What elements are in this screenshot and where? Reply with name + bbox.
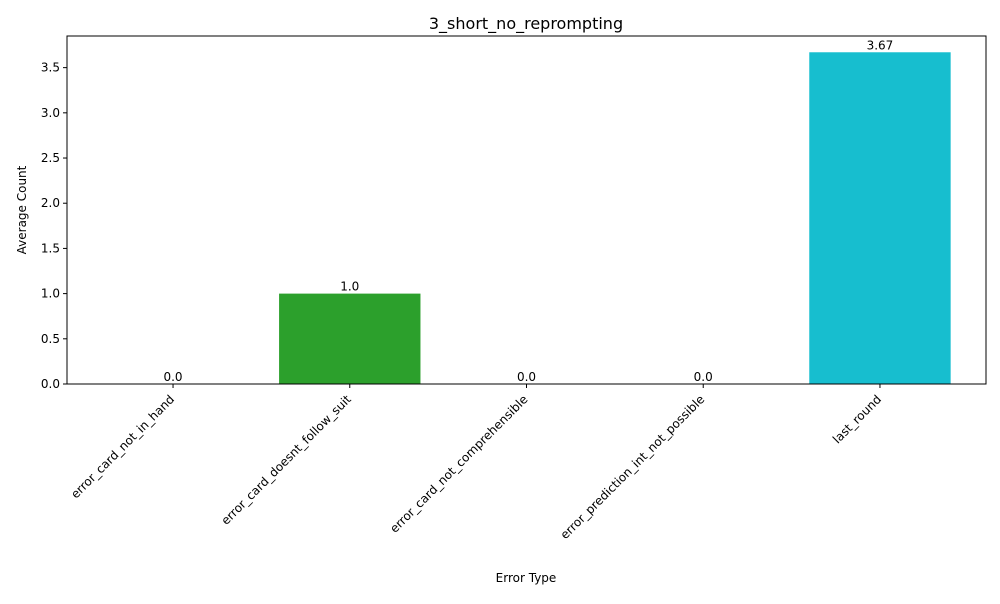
bar-error_card_doesnt_follow_suit	[279, 293, 421, 384]
y-tick-label: 1.0	[41, 287, 60, 301]
x-tick-label-error_card_doesnt_follow_suit: error_card_doesnt_follow_suit	[218, 392, 354, 528]
y-tick-label: 0.0	[41, 377, 60, 391]
y-tick-label: 2.0	[41, 196, 60, 210]
bar-last_round	[809, 52, 951, 384]
x-axis-label: Error Type	[496, 571, 557, 585]
data-label-error_card_not_in_hand: 0.0	[163, 370, 182, 384]
plot-area: 0.0 1.0 0.0 0.0 3.67	[163, 38, 951, 384]
y-tick-label: 1.5	[41, 241, 60, 255]
y-tick-label: 2.5	[41, 151, 60, 165]
y-tick-label: 0.5	[41, 332, 60, 346]
data-label-error_card_doesnt_follow_suit: 1.0	[340, 280, 359, 294]
y-axis-label: Average Count	[15, 165, 29, 254]
data-label-last_round: 3.67	[867, 38, 894, 52]
data-label-error_prediction_int_not_possible: 0.0	[694, 370, 713, 384]
x-tick-label-error_card_not_comprehensible: error_card_not_comprehensible	[387, 392, 530, 535]
y-tick-label: 3.5	[41, 61, 60, 75]
x-tick-label-error_card_not_in_hand: error_card_not_in_hand	[68, 392, 177, 501]
x-tick-label-last_round: last_round	[830, 392, 884, 446]
data-label-error_card_not_comprehensible: 0.0	[517, 370, 536, 384]
y-tick-label: 3.0	[41, 106, 60, 120]
chart-title: 3_short_no_reprompting	[429, 14, 623, 34]
x-tick-label-error_prediction_int_not_possible: error_prediction_int_not_possible	[558, 392, 708, 542]
